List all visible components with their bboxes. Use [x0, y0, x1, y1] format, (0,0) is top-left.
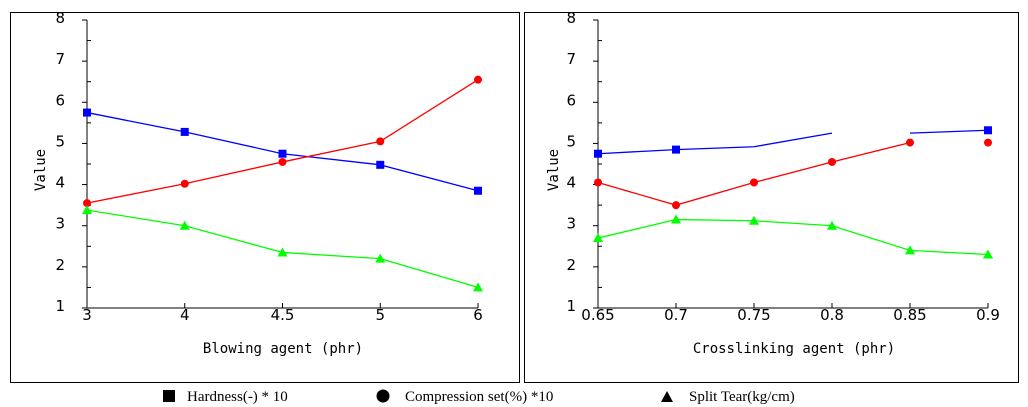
data-point-square — [278, 149, 287, 158]
x-tick-label: 0.9 — [976, 306, 1000, 324]
x-tick-label: 0.85 — [893, 306, 926, 324]
data-point-triangle — [827, 220, 837, 230]
x-tick-label: 0.65 — [581, 306, 614, 324]
y-tick-label: 5 — [566, 132, 576, 150]
y-axis-label: Value — [33, 149, 49, 191]
data-point-triangle — [179, 220, 190, 230]
legend-label-compression-set: Compression set(%) *10 — [405, 389, 553, 405]
legend-label-hardness: Hardness(-) * 10 — [187, 389, 288, 405]
y-tick-label: 2 — [55, 256, 65, 274]
data-point-square — [672, 145, 680, 154]
x-axis-label: Crosslinking agent (phr) — [693, 341, 895, 357]
data-point-circle — [672, 201, 680, 210]
data-point-triangle — [375, 253, 386, 263]
y-tick-label: 8 — [55, 9, 65, 27]
data-point-triangle — [749, 215, 759, 225]
chart-blowing-agent: Value Blowing agent (phr) 1 2 3 4 5 6 7 8 3 4 4.5 5… — [33, 9, 483, 357]
y-tick-label: 5 — [55, 132, 65, 150]
data-point-circle — [474, 75, 482, 84]
data-point-square — [180, 127, 189, 136]
y-tick-label: 4 — [55, 174, 65, 192]
y-tick-label: 6 — [55, 91, 65, 109]
data-point-circle — [750, 178, 758, 187]
data-point-square — [594, 149, 602, 158]
legend-triangle-icon — [661, 391, 673, 402]
x-tick-label: 0.75 — [737, 306, 770, 324]
legend: Hardness(-) * 10 Compression set(%) *10 … — [163, 389, 795, 405]
x-tick-label: 6 — [473, 306, 483, 324]
data-point-triangle — [593, 233, 603, 243]
data-point-triangle — [671, 214, 681, 224]
series-line-1 — [597, 141, 911, 206]
data-point-triangle — [82, 205, 92, 215]
x-tick-label: 5 — [375, 306, 385, 324]
y-tick-label: 3 — [566, 215, 576, 233]
data-point-square — [984, 126, 992, 135]
y-tick-label: 6 — [566, 91, 576, 109]
x-tick-label: 0.7 — [664, 306, 688, 324]
x-tick-label: 4 — [180, 306, 190, 324]
x-tick-label: 3 — [82, 306, 92, 324]
x-axis-label: Blowing agent (phr) — [203, 341, 363, 357]
data-point-circle — [180, 179, 189, 188]
y-tick-label: 1 — [55, 297, 65, 315]
legend-circle-icon — [376, 389, 390, 403]
y-tick-label: 8 — [566, 9, 576, 27]
x-tick-label: 0.8 — [820, 306, 844, 324]
data-point-circle — [828, 157, 836, 166]
series-line-2 — [597, 218, 989, 256]
data-point-triangle — [983, 249, 993, 259]
y-tick-label: 2 — [566, 256, 576, 274]
data-point-triangle — [905, 245, 915, 255]
data-point-circle — [594, 178, 602, 187]
data-point-triangle — [473, 282, 483, 292]
data-point-circle — [376, 137, 385, 146]
y-tick-label: 3 — [55, 215, 65, 233]
data-point-square — [376, 160, 385, 169]
y-tick-label: 4 — [566, 174, 576, 192]
data-point-circle — [906, 138, 914, 147]
data-point-circle — [83, 199, 91, 208]
data-point-square — [83, 108, 91, 117]
data-point-square — [474, 186, 482, 195]
data-point-circle — [278, 157, 287, 166]
y-tick-label: 1 — [566, 297, 576, 315]
panel-right-frame — [524, 12, 1019, 383]
legend-square-icon — [163, 390, 175, 402]
x-tick-label: 4.5 — [271, 306, 295, 324]
y-tick-label: 7 — [566, 50, 576, 68]
y-axis-label: Value — [546, 149, 562, 191]
series-line-0 — [597, 132, 833, 155]
series-line-1 — [86, 79, 479, 204]
data-point-triangle — [277, 247, 288, 257]
legend-label-split-tear: Split Tear(kg/cm) — [689, 389, 795, 405]
series-line-0 — [909, 129, 989, 134]
y-tick-label: 7 — [55, 50, 65, 68]
chart-crosslinking-agent: Value Crosslinking agent (phr) 1 2 3 4 5 6 7 8 0… — [546, 9, 1000, 357]
data-point-circle — [984, 138, 992, 147]
panel-left-frame — [10, 12, 520, 383]
